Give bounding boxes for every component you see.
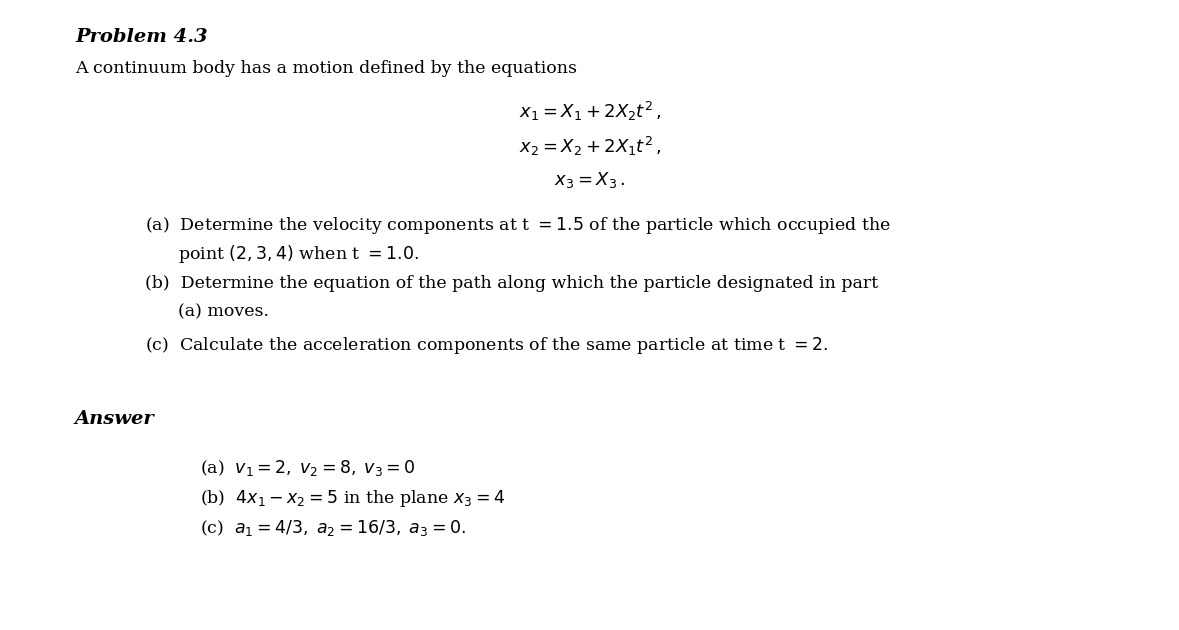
Text: (a)  $v_1 = 2,\; v_2 = 8,\; v_3 = 0$: (a) $v_1 = 2,\; v_2 = 8,\; v_3 = 0$ bbox=[200, 458, 416, 478]
Text: (b)  $4x_1 - x_2 = 5$ in the plane $x_3 = 4$: (b) $4x_1 - x_2 = 5$ in the plane $x_3 =… bbox=[200, 488, 505, 509]
Text: $x_3 = X_3\,.$: $x_3 = X_3\,.$ bbox=[554, 170, 626, 190]
Text: $x_1 = X_1 + 2X_2t^2\,,$: $x_1 = X_1 + 2X_2t^2\,,$ bbox=[519, 100, 661, 123]
Text: (a) moves.: (a) moves. bbox=[178, 303, 269, 320]
Text: A continuum body has a motion defined by the equations: A continuum body has a motion defined by… bbox=[75, 60, 577, 77]
Text: Problem 4.3: Problem 4.3 bbox=[75, 28, 208, 46]
Text: (b)  Determine the equation of the path along which the particle designated in p: (b) Determine the equation of the path a… bbox=[145, 275, 878, 292]
Text: Answer: Answer bbox=[75, 410, 154, 428]
Text: point $(2, 3, 4)$ when t $= 1.0$.: point $(2, 3, 4)$ when t $= 1.0$. bbox=[178, 243, 420, 265]
Text: (c)  Calculate the acceleration components of the same particle at time t $= 2$.: (c) Calculate the acceleration component… bbox=[145, 335, 829, 356]
Text: (c)  $a_1 = 4/3,\; a_2 = 16/3,\; a_3 = 0.$: (c) $a_1 = 4/3,\; a_2 = 16/3,\; a_3 = 0.… bbox=[200, 518, 466, 538]
Text: $x_2 = X_2 + 2X_1t^2\,,$: $x_2 = X_2 + 2X_1t^2\,,$ bbox=[519, 135, 661, 158]
Text: (a)  Determine the velocity components at t $= 1.5$ of the particle which occupi: (a) Determine the velocity components at… bbox=[145, 215, 891, 236]
